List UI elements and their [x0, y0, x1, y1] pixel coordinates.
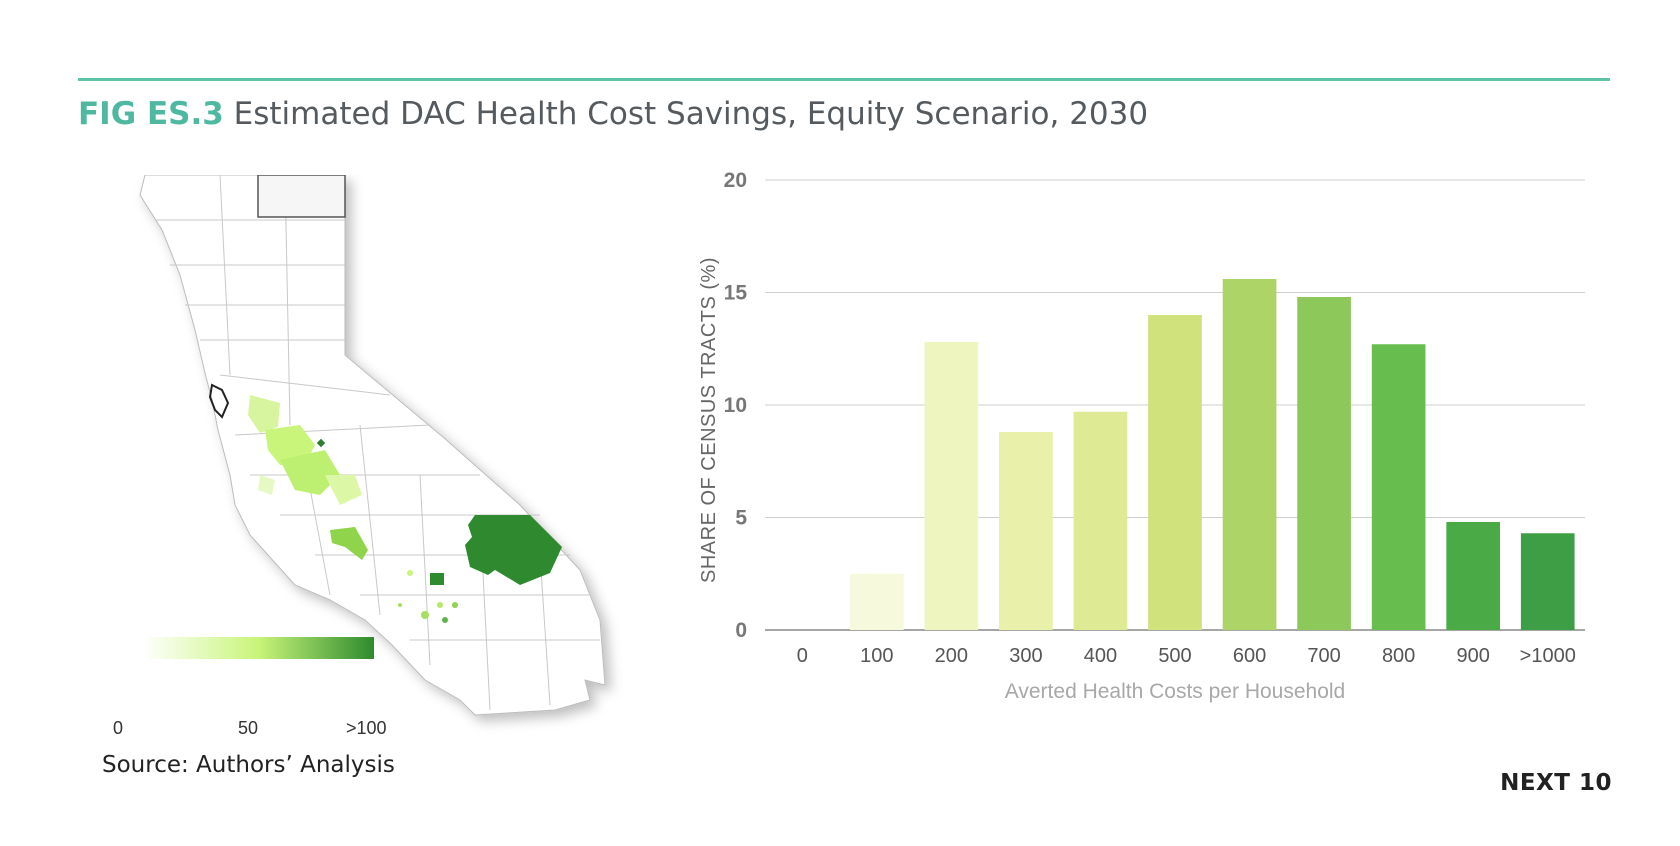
- california-map: [100, 175, 660, 755]
- x-tick-label: >1000: [1520, 645, 1576, 667]
- legend-tick-min: 0: [113, 718, 124, 738]
- legend-gradient: [142, 637, 374, 659]
- x-tick-label: 800: [1382, 645, 1415, 667]
- brand-logo-text: NEXT 10: [1500, 770, 1612, 796]
- x-tick-label: 900: [1456, 645, 1489, 667]
- x-tick-label: 200: [935, 645, 968, 667]
- y-tick-label: 10: [724, 394, 747, 417]
- source-note: Source: Authors’ Analysis: [102, 752, 395, 778]
- y-axis-label: SHARE OF CENSUS TRACTS (%): [698, 257, 720, 583]
- x-tick-label: 0: [797, 645, 808, 667]
- x-tick-label: 500: [1158, 645, 1191, 667]
- southern-valley-region: [330, 527, 458, 623]
- figure-label: FIG ES.3: [78, 96, 224, 132]
- y-tick-label: 15: [724, 282, 748, 305]
- bar-200: [924, 342, 979, 630]
- y-tick-label: 0: [735, 619, 747, 642]
- y-tick-label: 5: [735, 507, 747, 530]
- high-savings-region: [465, 515, 562, 585]
- figure-title: FIG ES.3 Estimated DAC Health Cost Savin…: [78, 96, 1148, 132]
- central-valley-region: [248, 395, 362, 505]
- figure-title-text: Estimated DAC Health Cost Savings, Equit…: [233, 96, 1149, 132]
- top-rule: [78, 78, 1610, 81]
- legend-tick-mid: 50: [238, 718, 259, 738]
- bar-800: [1371, 344, 1426, 630]
- inset-box: [257, 175, 346, 218]
- bay-area-outline: [208, 383, 230, 419]
- y-tick-label: 20: [724, 169, 747, 192]
- bar-100: [849, 573, 904, 630]
- bar-600: [1222, 279, 1277, 630]
- x-axis-label: Averted Health Costs per Household: [1005, 680, 1345, 703]
- bar-400: [1073, 411, 1128, 630]
- x-tick-label: 300: [1009, 645, 1042, 667]
- bar-700: [1297, 297, 1351, 630]
- state-outline: [139, 175, 606, 716]
- bar-500: [1148, 315, 1202, 630]
- x-tick-label: 700: [1307, 645, 1340, 667]
- bar-gt1000: [1520, 533, 1575, 630]
- x-tick-label: 100: [860, 645, 893, 667]
- california-map-svg: [139, 175, 606, 716]
- bar-900: [1446, 522, 1501, 630]
- bar-300: [999, 432, 1053, 630]
- x-tick-label: 400: [1084, 645, 1117, 667]
- x-tick-label: 600: [1233, 645, 1266, 667]
- legend-tick-max: >100: [346, 718, 387, 738]
